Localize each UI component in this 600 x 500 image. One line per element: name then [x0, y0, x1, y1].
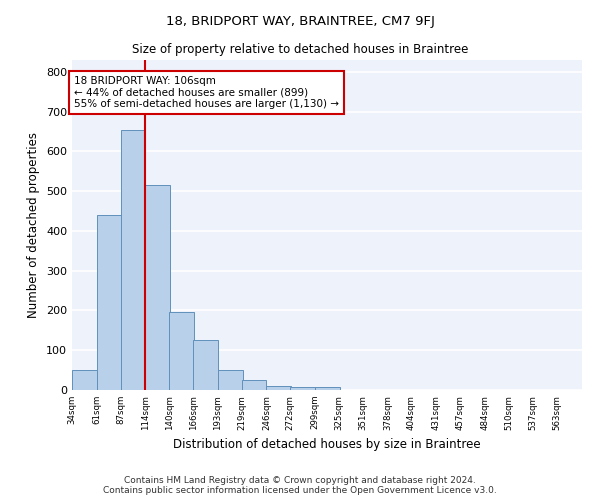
Bar	[290, 387, 315, 390]
Bar	[266, 386, 291, 390]
Bar	[315, 387, 340, 390]
Bar	[242, 380, 266, 390]
Text: Size of property relative to detached houses in Braintree: Size of property relative to detached ho…	[132, 42, 468, 56]
Y-axis label: Number of detached properties: Number of detached properties	[28, 132, 40, 318]
Bar	[193, 340, 218, 390]
Text: 18, BRIDPORT WAY, BRAINTREE, CM7 9FJ: 18, BRIDPORT WAY, BRAINTREE, CM7 9FJ	[166, 15, 434, 28]
X-axis label: Distribution of detached houses by size in Braintree: Distribution of detached houses by size …	[173, 438, 481, 451]
Bar	[169, 312, 194, 390]
Bar	[97, 215, 122, 390]
Bar	[218, 370, 242, 390]
Bar	[72, 370, 97, 390]
Text: 18 BRIDPORT WAY: 106sqm
← 44% of detached houses are smaller (899)
55% of semi-d: 18 BRIDPORT WAY: 106sqm ← 44% of detache…	[74, 76, 339, 109]
Text: Contains HM Land Registry data © Crown copyright and database right 2024.
Contai: Contains HM Land Registry data © Crown c…	[103, 476, 497, 495]
Bar	[121, 130, 145, 390]
Bar	[145, 185, 170, 390]
